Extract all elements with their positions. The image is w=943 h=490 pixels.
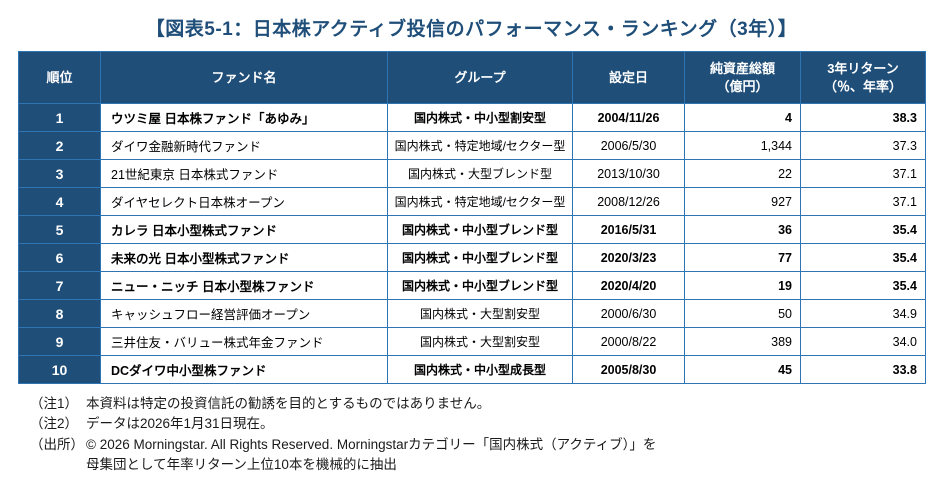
rank-cell: 5 [18,215,101,244]
date-cell: 2005/8/30 [572,355,685,384]
assets-cell: 1,344 [684,131,801,160]
table-row: 2 ダイワ金融新時代ファンド 国内株式・特定地域/セクター型 2006/5/30 1,3… [18,131,926,160]
header-rank: 順位 [18,51,101,104]
header-assets: 純資産総額 （億円） [684,51,801,104]
rank-cell: 3 [18,159,101,188]
group-cell: 国内株式・中小型割安型 [387,103,573,132]
header-row: 順位 ファンド名 グループ 設定日 純資産総額 （億円） 3年リターン （％、年… [18,51,926,104]
rank-cell: 7 [18,271,101,300]
assets-cell: 927 [684,187,801,216]
table-row: 8 キャッシュフロー経営評価オープン 国内株式・大型割安型 2000/6/30 50 34… [18,299,926,328]
fund-name-cell: カレラ 日本小型株式ファンド [100,215,388,244]
table-row: 9 三井住友・バリュー株式年金ファンド 国内株式・大型割安型 2000/8/22 389… [18,327,926,356]
note-source-text: © 2026 Morningstar. All Rights Reserved.… [86,436,657,472]
note-source-label: （出所） [30,436,84,452]
assets-cell: 45 [684,355,801,384]
note-2: （注2） データは2026年1月31日現在。 [30,414,925,434]
return-cell: 35.4 [800,215,926,244]
date-cell: 2020/4/20 [572,271,685,300]
fund-name-cell: ダイワ金融新時代ファンド [100,131,388,160]
note-2-label: （注2） [30,416,79,432]
return-cell: 38.3 [800,103,926,132]
table-header: 順位 ファンド名 グループ 設定日 純資産総額 （億円） 3年リターン （％、年… [18,51,926,104]
rank-cell: 8 [18,299,101,328]
assets-cell: 36 [684,215,801,244]
return-cell: 37.1 [800,159,926,188]
return-cell: 35.4 [800,243,926,272]
header-fund: ファンド名 [100,51,388,104]
table-row: 10 DCダイワ中小型株ファンド 国内株式・中小型成長型 2005/8/30 45 33.… [18,355,926,384]
note-source: （出所） © 2026 Morningstar. All Rights Rese… [30,435,925,476]
return-cell: 37.1 [800,187,926,216]
rank-cell: 9 [18,327,101,356]
header-return: 3年リターン （％、年率） [800,51,926,104]
header-date: 設定日 [572,51,685,104]
rank-cell: 6 [18,243,101,272]
table-row: 1 ウツミ屋 日本株ファンド「あゆみ」 国内株式・中小型割安型 2004/11/26 4… [18,103,926,132]
assets-cell: 4 [684,103,801,132]
return-cell: 34.9 [800,299,926,328]
fund-name-cell: DCダイワ中小型株ファンド [100,355,388,384]
fund-name-cell: 三井住友・バリュー株式年金ファンド [100,327,388,356]
group-cell: 国内株式・中小型成長型 [387,355,573,384]
notes: （注1） 本資料は特定の投資信託の勧誘を目的とするものではありません。 （注2）… [30,394,925,475]
fund-name-cell: ダイヤセレクト日本株オープン [100,187,388,216]
date-cell: 2008/12/26 [572,187,685,216]
fund-name-cell: 未来の光 日本小型株式ファンド [100,243,388,272]
fund-name-cell: ウツミ屋 日本株ファンド「あゆみ」 [100,103,388,132]
table-body: 1 ウツミ屋 日本株ファンド「あゆみ」 国内株式・中小型割安型 2004/11/26 4… [18,103,926,384]
date-cell: 2020/3/23 [572,243,685,272]
note-1-label: （注1） [30,396,79,411]
note-1: （注1） 本資料は特定の投資信託の勧誘を目的とするものではありません。 [30,394,925,414]
note-2-text: データは2026年1月31日現在。 [86,416,274,432]
assets-cell: 77 [684,243,801,272]
group-cell: 国内株式・特定地域/セクター型 [387,131,573,160]
date-cell: 2000/6/30 [572,299,685,328]
return-cell: 35.4 [800,271,926,300]
return-cell: 34.0 [800,327,926,356]
rank-cell: 1 [18,103,101,132]
date-cell: 2006/5/30 [572,131,685,160]
assets-cell: 50 [684,299,801,328]
group-cell: 国内株式・中小型ブレンド型 [387,271,573,300]
group-cell: 国内株式・中小型ブレンド型 [387,215,573,244]
rank-cell: 2 [18,131,101,160]
date-cell: 2004/11/26 [572,103,685,132]
group-cell: 国内株式・中小型ブレンド型 [387,243,573,272]
rank-cell: 10 [18,355,101,384]
table-row: 4 ダイヤセレクト日本株オープン 国内株式・特定地域/セクター型 2008/12/26… [18,187,926,216]
date-cell: 2013/10/30 [572,159,685,188]
table-row: 3 21世紀東京 日本株式ファンド 国内株式・大型ブレンド型 2013/10/30 22… [18,159,926,188]
date-cell: 2000/8/22 [572,327,685,356]
assets-cell: 389 [684,327,801,356]
return-cell: 33.8 [800,355,926,384]
fund-name-cell: ニュー・ニッチ 日本小型株ファンド [100,271,388,300]
table-row: 6 未来の光 日本小型株式ファンド 国内株式・中小型ブレンド型 2020/3/23 77… [18,243,926,272]
rank-cell: 4 [18,187,101,216]
group-cell: 国内株式・大型割安型 [387,327,573,356]
page-title: 【図表5-1：日本株アクティブ投信のパフォーマンス・ランキング（3年）】 [145,19,798,40]
fund-name-cell: キャッシュフロー経営評価オープン [100,299,388,328]
group-cell: 国内株式・大型ブレンド型 [387,159,573,188]
table-row: 5 カレラ 日本小型株式ファンド 国内株式・中小型ブレンド型 2016/5/31 36 3… [18,215,926,244]
group-cell: 国内株式・特定地域/セクター型 [387,187,573,216]
return-cell: 37.3 [800,131,926,160]
group-cell: 国内株式・大型割安型 [387,299,573,328]
date-cell: 2016/5/31 [572,215,685,244]
header-group: グループ [387,51,573,104]
assets-cell: 22 [684,159,801,188]
assets-cell: 19 [684,271,801,300]
note-1-text: 本資料は特定の投資信託の勧誘を目的とするものではありません。 [86,396,491,411]
ranking-table: 順位 ファンド名 グループ 設定日 純資産総額 （億円） 3年リターン （％、年… [18,51,926,384]
table-row: 7 ニュー・ニッチ 日本小型株ファンド 国内株式・中小型ブレンド型 2020/4/20… [18,271,926,300]
fund-name-cell: 21世紀東京 日本株式ファンド [100,159,388,188]
